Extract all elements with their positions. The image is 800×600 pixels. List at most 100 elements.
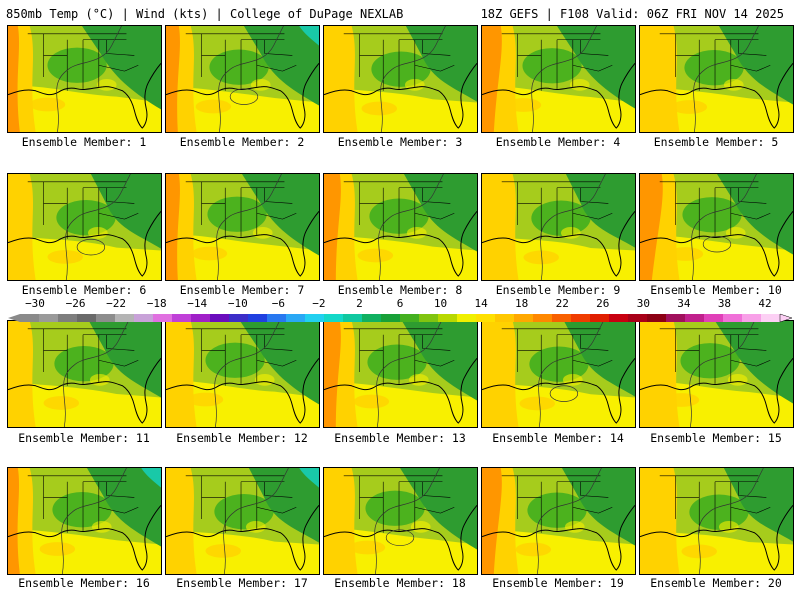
colorbar-swatch [172,314,192,322]
ensemble-member-6-map [7,173,162,281]
colorbar-tick-label: −30 [25,297,45,310]
ensemble-member-label: Ensemble Member: 8 [337,283,463,297]
ensemble-member-label: Ensemble Member: 5 [653,135,779,149]
ensemble-member-label: Ensemble Member: 16 [18,576,150,590]
ensemble-member-18-map [323,467,478,575]
colorbar-swatch [457,314,477,322]
ensemble-member-20-map [639,467,794,575]
colorbar-swatch [552,314,572,322]
colorbar-tick-label: 6 [396,297,404,310]
colorbar-swatch [96,314,116,322]
ensemble-member-9-map [481,173,636,281]
colorbar-swatch [438,314,458,322]
ensemble-member-3-map [323,25,478,133]
ensemble-member-label: Ensemble Member: 18 [334,576,466,590]
ensemble-member-label: Ensemble Member: 13 [334,431,466,445]
colorbar-swatch [286,314,306,322]
ensemble-member-2-map [165,25,320,133]
ensemble-member-label: Ensemble Member: 14 [492,431,624,445]
ensemble-member-label: Ensemble Member: 15 [650,431,782,445]
colorbar-swatch [20,314,40,322]
chart-title: 850mb Temp (°C) | Wind (kts) | College o… [6,7,404,21]
colorbar-tick-label: 38 [717,297,732,310]
ensemble-member-10-map [639,173,794,281]
colorbar-tick-label: −14 [187,297,208,310]
colorbar-swatch [343,314,363,322]
colorbar-tick-label: 26 [596,297,610,310]
ensemble-member-7-map [165,173,320,281]
ensemble-member-15-map [639,320,794,428]
colorbar-tick-label: −6 [271,297,285,310]
colorbar-swatch [362,314,382,322]
colorbar-swatch [476,314,496,322]
colorbar-swatch [153,314,173,322]
ensemble-member-17-map [165,467,320,575]
model-run-info: 18Z GEFS | F108 Valid: 06Z FRI NOV 14 20… [480,7,784,21]
ensemble-member-label: Ensemble Member: 4 [495,135,621,149]
ensemble-member-label: Ensemble Member: 10 [650,283,782,297]
colorbar-swatch [666,314,686,322]
ensemble-member-8-map [323,173,478,281]
colorbar-swatch [533,314,553,322]
ensemble-member-label: Ensemble Member: 20 [650,576,782,590]
ensemble-member-11-map [7,320,162,428]
colorbar-swatch [628,314,648,322]
colorbar-swatch [590,314,610,322]
ensemble-member-label: Ensemble Member: 9 [495,283,621,297]
ensemble-member-label: Ensemble Member: 1 [21,135,147,149]
ensemble-member-label: Ensemble Member: 19 [492,576,624,590]
colorbar-swatch [305,314,325,322]
colorbar-swatch [419,314,439,322]
ensemble-member-label: Ensemble Member: 12 [176,431,308,445]
ensemble-member-5-map [639,25,794,133]
colorbar-swatch [77,314,97,322]
colorbar-swatch [400,314,420,322]
colorbar-tick-label: 2 [356,297,363,310]
ensemble-member-label: Ensemble Member: 17 [176,576,308,590]
colorbar-tick-label: 10 [433,297,448,310]
colorbar-swatch [248,314,268,322]
colorbar-swatch [267,314,287,322]
colorbar-swatch [609,314,629,322]
ensemble-member-14-map [481,320,636,428]
ensemble-member-1-map [7,25,162,133]
colorbar-swatch [761,314,781,322]
colorbar-left-arrow [8,314,20,322]
colorbar-swatch [685,314,705,322]
colorbar-tick-label: 42 [758,297,772,310]
ensemble-member-13-map [323,320,478,428]
colorbar-swatch [647,314,667,322]
colorbar-tick-label: 18 [515,297,529,310]
colorbar-swatch [191,314,211,322]
colorbar-tick-label: −22 [106,297,127,310]
colorbar-swatch [514,314,534,322]
colorbar-tick-label: 14 [474,297,488,310]
colorbar-swatch [134,314,154,322]
ensemble-member-12-map [165,320,320,428]
colorbar-tick-label: −18 [146,297,167,310]
colorbar-swatch [229,314,249,322]
ensemble-member-label: Ensemble Member: 2 [179,135,305,149]
colorbar-right-arrow [779,313,792,323]
ensemble-member-4-map [481,25,636,133]
colorbar-swatch [723,314,743,322]
colorbar-swatch [495,314,515,322]
colorbar-tick-label: 30 [636,297,650,310]
colorbar-swatch [210,314,230,322]
ensemble-member-16-map [7,467,162,575]
colorbar-swatch [324,314,344,322]
ensemble-member-label: Ensemble Member: 7 [179,283,305,297]
colorbar-swatch [115,314,135,322]
colorbar-swatch [58,314,78,322]
colorbar-swatch [39,314,59,322]
colorbar-tick-label: 22 [555,297,569,310]
ensemble-member-19-map [481,467,636,575]
ensemble-member-label: Ensemble Member: 6 [21,283,147,297]
colorbar-swatch [704,314,724,322]
colorbar-swatch [381,314,401,322]
temperature-colorbar [8,313,792,323]
colorbar-swatch [571,314,591,322]
ensemble-member-label: Ensemble Member: 3 [337,135,463,149]
colorbar-tick-label: −26 [65,297,86,310]
colorbar-swatch [742,314,762,322]
